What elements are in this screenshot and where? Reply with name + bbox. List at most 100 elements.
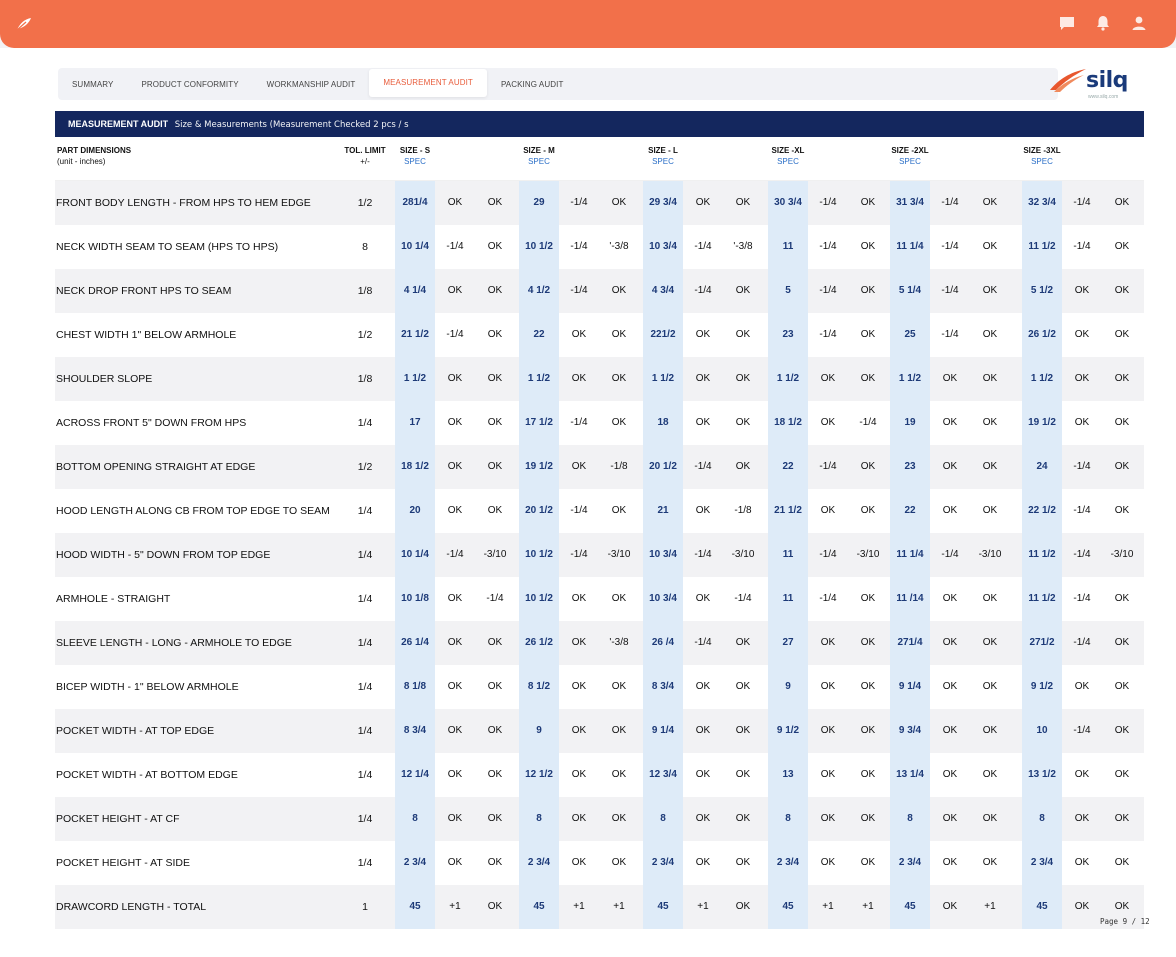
- result-cell: -1/4: [941, 285, 959, 296]
- tol-value: 1: [362, 901, 368, 913]
- tol-value: 1/4: [357, 637, 373, 649]
- result-cell: OK: [611, 769, 627, 780]
- spec-cell: 2 3/4: [1022, 841, 1062, 885]
- result-cell: OK: [487, 901, 503, 912]
- part-name: POCKET WIDTH - AT BOTTOM EDGE: [56, 769, 238, 781]
- result-cell: -1/4: [819, 329, 837, 340]
- spec-cell: 31 3/4: [890, 181, 930, 225]
- result-cell: OK: [695, 857, 711, 868]
- result-cell: OK: [611, 197, 627, 208]
- tol-value: 1/4: [357, 681, 373, 693]
- result-cell: OK: [942, 813, 958, 824]
- spec-cell: 26 1/2: [1022, 313, 1062, 357]
- result-cell: OK: [860, 593, 876, 604]
- result-cell: OK: [860, 681, 876, 692]
- spec-cell: 11: [768, 577, 808, 621]
- result-cell: OK: [735, 857, 751, 868]
- result-cell: OK: [1074, 285, 1090, 296]
- spec-cell: 32 3/4: [1022, 181, 1062, 225]
- result-cell: OK: [571, 329, 587, 340]
- spec-cell: 23: [890, 445, 930, 489]
- tol-value: 1/4: [357, 813, 373, 825]
- result-cell: -1/4: [859, 417, 877, 428]
- table-header: PART DIMENSIONS (unit - inches) TOL. LIM…: [55, 137, 1144, 181]
- result-cell: +1: [862, 901, 874, 912]
- tab-summary[interactable]: SUMMARY: [72, 80, 114, 89]
- result-cell: OK: [820, 769, 836, 780]
- tab-workmanship-audit[interactable]: WORKMANSHIP AUDIT: [266, 80, 356, 89]
- table-row: NECK WIDTH SEAM TO SEAM (HPS TO HPS) 8 10 …: [55, 225, 1144, 269]
- leaf-logo-icon[interactable]: [14, 14, 34, 34]
- result-cell: OK: [860, 285, 876, 296]
- result-cell: -1/4: [1073, 725, 1091, 736]
- result-cell: OK: [942, 373, 958, 384]
- result-cell: -1/4: [819, 285, 837, 296]
- tab-packing-audit[interactable]: PACKING AUDIT: [500, 80, 564, 89]
- spec-cell: 19 1/2: [519, 445, 559, 489]
- result-cell: OK: [942, 769, 958, 780]
- result-cell: OK: [487, 637, 503, 648]
- result-cell: OK: [942, 505, 958, 516]
- spec-cell: 4 1/4: [395, 269, 435, 313]
- spec-cell: 20 1/2: [519, 489, 559, 533]
- result-cell: OK: [447, 505, 463, 516]
- result-cell: OK: [571, 857, 587, 868]
- spec-cell: 10 1/4: [395, 533, 435, 577]
- result-cell: OK: [1114, 813, 1130, 824]
- result-cell: -1/4: [694, 241, 712, 252]
- result-cell: -3/10: [978, 549, 1002, 560]
- table-row: ACROSS FRONT 5" DOWN FROM HPS 1/4 17 OK OK 17…: [55, 401, 1144, 445]
- result-cell: OK: [1114, 461, 1130, 472]
- result-cell: OK: [695, 505, 711, 516]
- result-cell: OK: [1074, 813, 1090, 824]
- size-header: SIZE -3XL SPEC: [1002, 145, 1082, 167]
- spec-cell: 9 1/2: [1022, 665, 1062, 709]
- tab-product-conformity[interactable]: PRODUCT CONFORMITY: [141, 80, 239, 89]
- tab-measurement-audit[interactable]: MEASUREMENT AUDIT: [369, 69, 487, 97]
- spec-cell: 22 1/2: [1022, 489, 1062, 533]
- result-cell: OK: [860, 241, 876, 252]
- result-cell: OK: [982, 637, 998, 648]
- user-icon[interactable]: [1130, 14, 1148, 32]
- result-cell: -1/4: [694, 461, 712, 472]
- result-cell: OK: [611, 373, 627, 384]
- bell-icon[interactable]: [1094, 14, 1112, 32]
- spec-cell: 18: [643, 401, 683, 445]
- spec-cell: 8 1/8: [395, 665, 435, 709]
- result-cell: OK: [735, 681, 751, 692]
- tol-unit-label: +/-: [360, 157, 370, 166]
- part-dimensions-header: PART DIMENSIONS (unit - inches): [57, 145, 131, 167]
- result-cell: OK: [942, 857, 958, 868]
- part-name: ARMHOLE - STRAIGHT: [56, 593, 171, 605]
- result-cell: -3/10: [731, 549, 755, 560]
- result-cell: -1/4: [819, 197, 837, 208]
- spec-cell: 26 1/4: [395, 621, 435, 665]
- result-cell: -1/4: [570, 505, 588, 516]
- result-cell: OK: [735, 197, 751, 208]
- chat-icon[interactable]: [1058, 14, 1076, 32]
- result-cell: -1/4: [819, 593, 837, 604]
- spec-cell: 5 1/2: [1022, 269, 1062, 313]
- result-cell: -1/4: [694, 637, 712, 648]
- result-cell: OK: [735, 285, 751, 296]
- result-cell: OK: [1074, 857, 1090, 868]
- result-cell: -1/4: [486, 593, 504, 604]
- result-cell: OK: [695, 681, 711, 692]
- spec-cell: 45: [643, 885, 683, 929]
- result-cell: OK: [982, 461, 998, 472]
- result-cell: OK: [571, 769, 587, 780]
- result-cell: OK: [487, 505, 503, 516]
- result-cell: OK: [982, 197, 998, 208]
- size-header: SIZE -XL SPEC: [748, 145, 828, 167]
- result-cell: OK: [820, 637, 836, 648]
- result-cell: OK: [487, 725, 503, 736]
- part-dimensions-label: PART DIMENSIONS: [57, 146, 132, 155]
- part-name: HOOD LENGTH ALONG CB FROM TOP EDGE TO SE…: [56, 505, 330, 517]
- result-cell: -1/4: [1073, 549, 1091, 560]
- result-cell: OK: [1074, 769, 1090, 780]
- spec-cell: 18 1/2: [395, 445, 435, 489]
- result-cell: OK: [447, 857, 463, 868]
- result-cell: OK: [860, 637, 876, 648]
- result-cell: '-3/8: [609, 637, 629, 648]
- result-cell: -1/4: [1073, 593, 1091, 604]
